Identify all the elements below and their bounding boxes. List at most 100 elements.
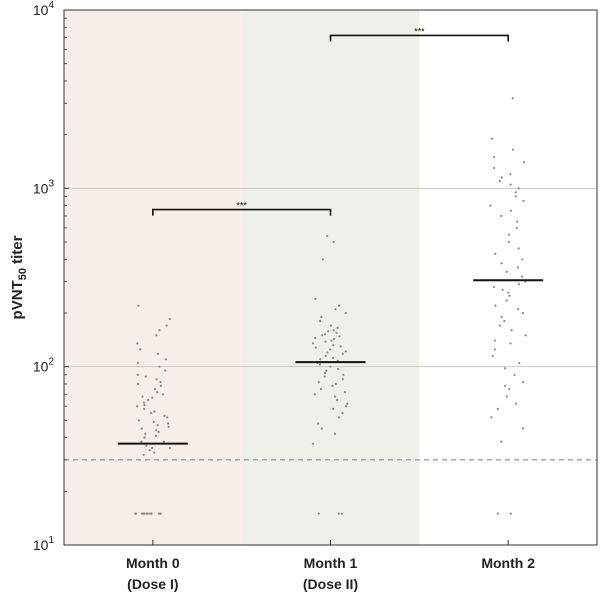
x-tick-sublabel-0: (Dose I) (127, 576, 178, 592)
data-point (507, 291, 510, 294)
data-point (136, 405, 139, 408)
data-point (514, 191, 517, 194)
data-point (141, 395, 144, 398)
data-point (314, 336, 317, 339)
data-point (155, 334, 158, 337)
data-point (511, 148, 515, 151)
data-point (335, 331, 338, 334)
data-point (159, 380, 162, 384)
data-point (155, 429, 158, 432)
data-point (318, 363, 321, 366)
y-tick-base: 10 (33, 180, 49, 196)
data-point (511, 97, 514, 100)
data-point (137, 419, 141, 422)
data-point (336, 367, 340, 371)
data-point (136, 342, 139, 345)
data-point (509, 342, 512, 345)
data-point (338, 335, 341, 338)
data-point (492, 155, 496, 159)
x-axis: Month 0 (Dose I) Month 1 (Dose II) Month 2 (126, 540, 535, 592)
data-point (513, 373, 516, 376)
data-point (136, 382, 140, 386)
data-point (498, 179, 502, 183)
data-point (166, 416, 169, 419)
data-point (505, 395, 508, 398)
data-point (153, 387, 157, 391)
chart-significance: *** *** (152, 26, 509, 216)
data-point (331, 384, 334, 388)
data-point (522, 161, 526, 164)
data-point (521, 275, 524, 278)
data-point (142, 453, 145, 457)
data-point (517, 187, 520, 190)
data-point (318, 320, 322, 323)
x-tick-label-1: Month 1 (304, 555, 358, 571)
data-point (140, 427, 143, 430)
data-point (157, 512, 161, 515)
data-point (341, 378, 344, 381)
data-point (156, 424, 159, 427)
data-point (328, 348, 332, 351)
data-point (500, 176, 503, 179)
data-point (342, 373, 345, 376)
data-point (317, 512, 320, 515)
data-point (156, 352, 160, 355)
data-point (159, 512, 162, 515)
data-point (344, 350, 347, 353)
data-point (153, 451, 156, 454)
data-point (150, 446, 154, 450)
data-point (324, 372, 327, 375)
data-point (509, 183, 512, 186)
data-point (317, 422, 320, 425)
y-tick-exponent: 1 (48, 535, 54, 546)
y-tick-label-2: 103 (33, 178, 55, 196)
data-point (156, 391, 159, 394)
data-point (152, 420, 155, 424)
data-point (153, 410, 156, 413)
data-point (334, 382, 338, 386)
data-point (337, 416, 341, 419)
data-point (145, 444, 148, 447)
chart-backgrounds (64, 10, 420, 545)
data-point (516, 308, 520, 311)
x-tick-label-2: Month 2 (481, 555, 535, 571)
data-point (134, 512, 137, 515)
y-tick-exponent: 2 (48, 357, 54, 368)
background-region-1 (241, 10, 420, 545)
data-point (334, 308, 337, 311)
y-tick-base: 10 (33, 2, 49, 18)
data-point (323, 333, 327, 336)
data-point (341, 352, 344, 355)
data-point (168, 317, 171, 321)
data-point (148, 512, 151, 515)
y-axis-label: pVNT50 titer (9, 235, 29, 319)
data-point (166, 422, 170, 425)
data-point (490, 416, 493, 419)
significance-label-1: *** (414, 26, 425, 36)
data-point (501, 288, 504, 291)
data-point (319, 358, 322, 361)
data-point (521, 258, 524, 261)
data-point (503, 367, 507, 370)
data-point (333, 432, 337, 435)
data-point (157, 430, 160, 434)
data-point (164, 369, 167, 372)
data-point (326, 234, 329, 238)
data-point (343, 391, 347, 394)
data-point (140, 440, 143, 443)
data-point (158, 365, 161, 368)
y-axis-label-main: pVNT (9, 280, 26, 319)
data-point (340, 512, 344, 515)
data-point (509, 512, 512, 515)
data-point (516, 220, 519, 223)
data-point (136, 373, 139, 376)
data-point (521, 311, 524, 315)
data-point (145, 512, 148, 515)
data-point (505, 299, 508, 302)
data-point (336, 398, 339, 402)
data-point (320, 427, 323, 430)
y-tick-base: 10 (33, 537, 49, 553)
data-point (492, 166, 496, 170)
